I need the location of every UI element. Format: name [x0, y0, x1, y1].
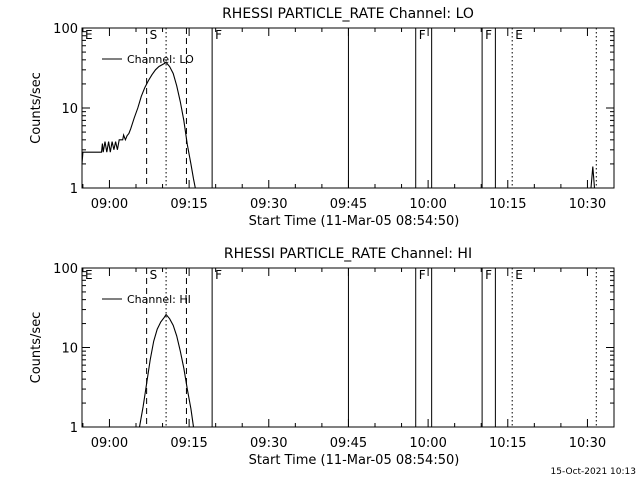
event-marker-label: F: [419, 28, 426, 42]
event-marker-label: E: [515, 28, 523, 42]
event-marker-label: F: [215, 28, 222, 42]
series-line: [138, 313, 195, 428]
event-marker-label: E: [515, 268, 523, 282]
x-axis-label: Start Time (11-Mar-05 08:54:50): [249, 214, 460, 229]
y-axis-label: Counts/sec: [29, 312, 44, 384]
footer-date: 15-Oct-2021 10:13: [551, 467, 636, 477]
x-tick-label: 10:30: [569, 436, 606, 451]
x-tick-label: 09:15: [170, 197, 207, 212]
event-marker-label: S: [150, 28, 158, 42]
x-tick-label: 10:30: [569, 197, 606, 212]
x-tick-label: 09:15: [170, 436, 207, 451]
x-tick-label: 10:00: [409, 197, 446, 212]
x-tick-label: 09:00: [91, 197, 128, 212]
y-tick-label: 1: [70, 421, 78, 436]
event-marker-label: F: [215, 268, 222, 282]
x-tick-label: 10:15: [489, 436, 526, 451]
event-marker-label: S: [150, 268, 158, 282]
event-marker-label: F: [419, 268, 426, 282]
legend-label: Channel: HI: [127, 293, 191, 306]
y-tick-label: 100: [53, 22, 78, 37]
chart-title: RHESSI PARTICLE_RATE Channel: LO: [222, 6, 474, 22]
chart-panel-hi: RHESSI PARTICLE_RATE Channel: HI 09:00 09:…: [29, 246, 615, 468]
y-tick-label: 1: [70, 182, 78, 197]
event-marker-label: F: [485, 268, 492, 282]
event-marker-label: F: [485, 28, 492, 42]
x-tick-label: 09:00: [91, 436, 128, 451]
y-tick-label: 100: [53, 262, 78, 277]
chart-panel-lo: RHESSI PARTICLE_RATE Channel: LO 09:00 09:…: [29, 6, 615, 229]
event-marker-label: E: [85, 268, 93, 282]
y-tick-label: 10: [61, 102, 78, 117]
x-tick-label: 09:45: [330, 436, 367, 451]
x-tick-label: 09:30: [250, 197, 287, 212]
event-marker-label: E: [85, 28, 93, 42]
series-line: [81, 61, 596, 189]
legend-label: Channel: LO: [127, 53, 194, 66]
chart-title: RHESSI PARTICLE_RATE Channel: HI: [224, 246, 472, 262]
x-tick-label: 09:45: [330, 197, 367, 212]
x-tick-label: 10:15: [489, 197, 526, 212]
x-tick-label: 09:30: [250, 436, 287, 451]
y-tick-label: 10: [61, 342, 78, 357]
x-tick-label: 10:00: [409, 436, 446, 451]
y-axis-label: Counts/sec: [29, 72, 44, 144]
x-axis-label: Start Time (11-Mar-05 08:54:50): [249, 453, 460, 468]
